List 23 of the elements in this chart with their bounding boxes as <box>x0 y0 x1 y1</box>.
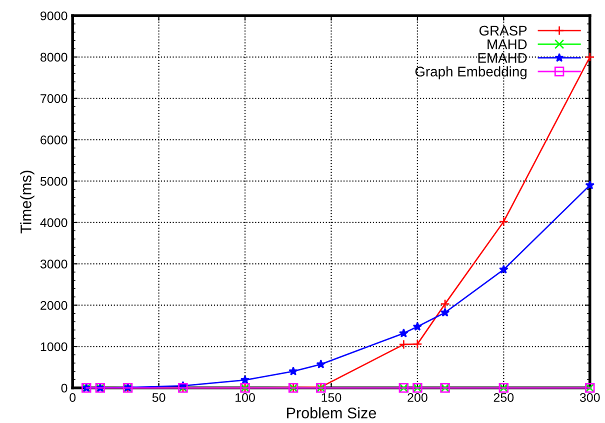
x-axis-title: Problem Size <box>287 407 376 418</box>
y-tick-label: 4000 <box>40 218 68 228</box>
legend-label: MAHD <box>488 40 527 50</box>
y-tick-label: 7000 <box>40 94 68 104</box>
x-tick-label: 200 <box>408 393 428 402</box>
y-tick-label: 9000 <box>40 11 68 20</box>
y-axis-title: Time(ms) <box>20 170 34 234</box>
legend-label: GRASP <box>479 26 527 36</box>
y-tick-label: 2000 <box>40 300 68 310</box>
x-tick-label: 100 <box>236 393 255 402</box>
legend-label: EMAHD <box>478 53 527 63</box>
x-tick-label: 0 <box>70 393 76 402</box>
y-tick-label: 3000 <box>40 260 68 268</box>
y-tick-label: 8000 <box>40 52 68 62</box>
x-tick-label: 150 <box>322 393 342 402</box>
y-tick-label: 1000 <box>40 342 68 352</box>
y-tick-label: 5000 <box>40 176 68 186</box>
y-tick-label: 0 <box>61 384 68 393</box>
x-tick-label: 50 <box>152 393 166 402</box>
x-tick-label: 300 <box>580 393 600 402</box>
x-tick-label: 250 <box>494 393 514 402</box>
legend-label: Graph Embedding <box>415 66 526 80</box>
y-tick-label: 6000 <box>40 136 68 144</box>
